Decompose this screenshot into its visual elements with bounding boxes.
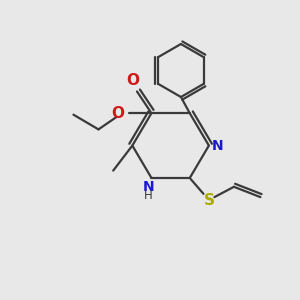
- Text: O: O: [127, 73, 140, 88]
- Text: N: N: [211, 139, 223, 153]
- Text: O: O: [111, 106, 124, 121]
- Text: S: S: [204, 193, 215, 208]
- Text: H: H: [144, 189, 153, 202]
- Text: N: N: [143, 180, 154, 194]
